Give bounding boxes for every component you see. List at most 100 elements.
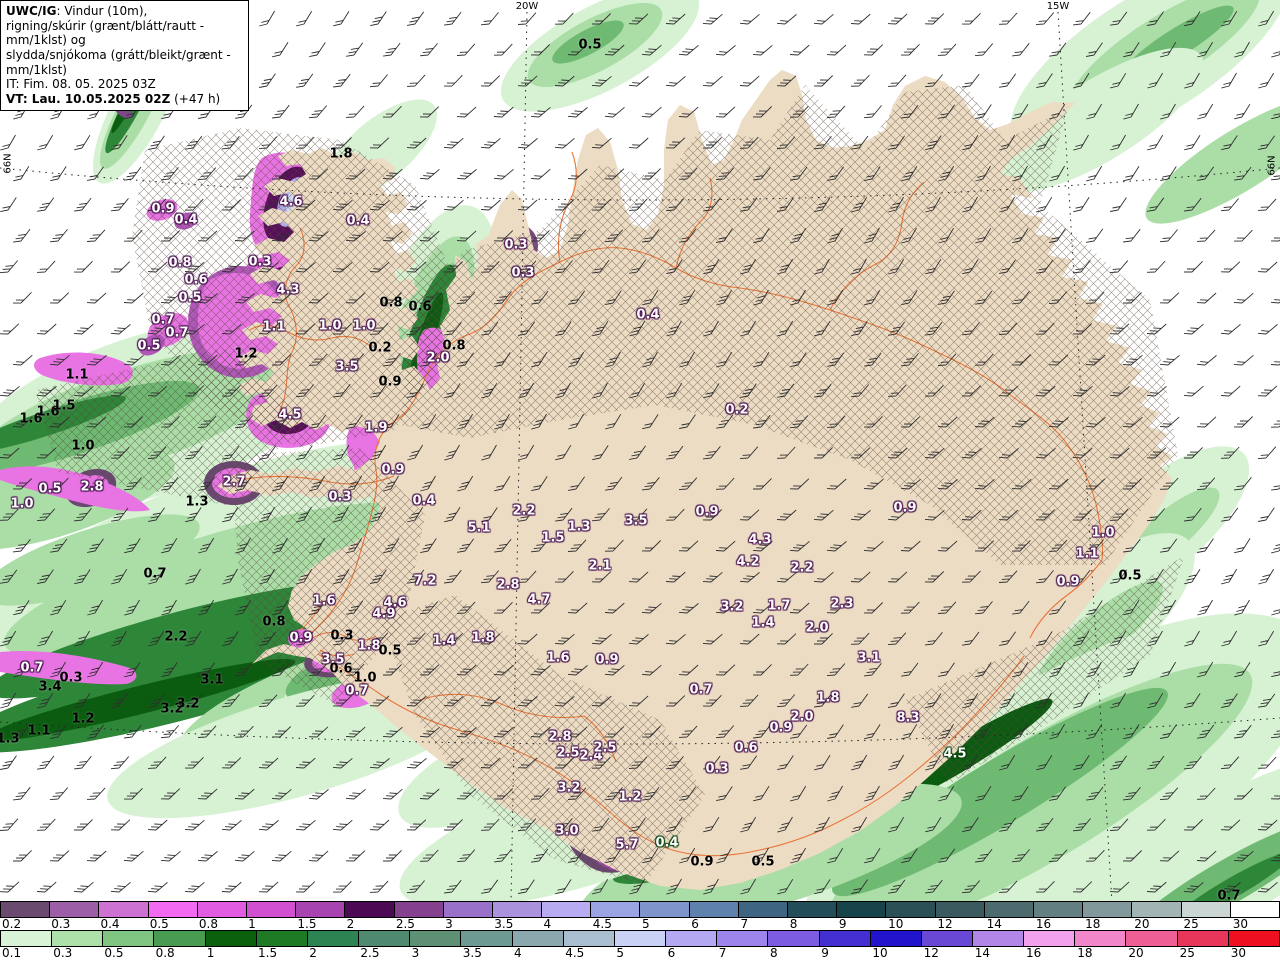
scale-tick-label: 12 bbox=[923, 946, 939, 960]
scale-block bbox=[153, 931, 205, 946]
scale-block bbox=[1229, 902, 1280, 917]
scale-block bbox=[442, 902, 492, 917]
scale-block bbox=[511, 931, 563, 946]
iceland-weather-map bbox=[0, 0, 1280, 905]
scale-tick-label: 1 bbox=[206, 946, 215, 960]
scale-block bbox=[1131, 902, 1181, 917]
wind-barbs-layer bbox=[0, 10, 1280, 895]
scale-block bbox=[1125, 931, 1177, 946]
scale-tick-label: 2 bbox=[346, 917, 355, 931]
scale-block bbox=[541, 902, 591, 917]
scale-tick-label: 2.5 bbox=[360, 946, 380, 960]
legend-line-1: UWC/IG: Vindur (10m), bbox=[6, 4, 148, 18]
legend-line-4: IT: Fim. 08. 05. 2025 03Z bbox=[6, 77, 156, 92]
scale-tick-label: 14 bbox=[986, 917, 1002, 931]
scale-tick-label: 3 bbox=[411, 946, 420, 960]
scale-block bbox=[836, 902, 886, 917]
parallel-label-66n-left: 66N bbox=[2, 153, 14, 174]
parallel-64n bbox=[0, 717, 1280, 745]
scale-block bbox=[1074, 931, 1126, 946]
scale-block bbox=[51, 931, 103, 946]
scale-block bbox=[1227, 931, 1280, 946]
scale-tick-label: 0.3 bbox=[53, 946, 73, 960]
scale-block bbox=[934, 902, 984, 917]
meridian-label-15w: 15W bbox=[1046, 1, 1070, 12]
scale-block bbox=[0, 902, 50, 917]
scale-tick-label: 20 bbox=[1134, 917, 1150, 931]
model-name: UWC/IG bbox=[6, 4, 57, 18]
scale-block bbox=[639, 902, 689, 917]
scale-block bbox=[0, 931, 52, 946]
scale-tick-label: 30 bbox=[1230, 946, 1247, 960]
scale-tick-label: 5 bbox=[642, 917, 650, 931]
scale-tick-label: 1.5 bbox=[297, 917, 317, 931]
scale-tick-label: 6 bbox=[691, 917, 699, 931]
scale-tick-label: 3.5 bbox=[494, 917, 514, 931]
scale-block bbox=[1023, 931, 1075, 946]
scale-block bbox=[716, 931, 768, 946]
scale-block bbox=[1082, 902, 1132, 917]
scale-block bbox=[688, 902, 738, 917]
scale-block bbox=[613, 931, 666, 946]
scale-tick-label: 0.3 bbox=[51, 917, 71, 931]
scale-block bbox=[147, 902, 197, 917]
scale-block bbox=[983, 902, 1033, 917]
rain-scale-labels: 0.1 0.3 0.5 0.8 1 1.5 2 2.5 3 3.5 4 4.5 5 6 7 8 9 10 12 14 1… bbox=[0, 946, 1280, 960]
scale-tick-label: 5 bbox=[616, 946, 625, 960]
scale-tick-label: 1 bbox=[248, 917, 256, 931]
scale-tick-label: 20 bbox=[1128, 946, 1144, 960]
color-scale-bars: 0.2 0.3 0.4 0.5 0.8 1 1.5 2 2.5 3 3.5 4 4.5 5 6 7 8 9 10 12… bbox=[0, 901, 1280, 960]
scale-block bbox=[245, 902, 296, 917]
scale-tick-label: 16 bbox=[1035, 917, 1052, 931]
scale-block bbox=[98, 902, 148, 917]
scale-block bbox=[971, 931, 1024, 946]
scale-block bbox=[818, 931, 870, 946]
scale-block bbox=[358, 931, 410, 946]
scale-tick-label: 4.5 bbox=[592, 917, 612, 931]
hatch-layer bbox=[35, 85, 1185, 885]
scale-tick-label: 0.5 bbox=[149, 917, 169, 931]
rain-scale-bar bbox=[0, 930, 1280, 947]
scale-tick-label: 7 bbox=[718, 946, 727, 960]
scale-tick-label: 25 bbox=[1179, 946, 1195, 960]
scale-tick-label: 2.5 bbox=[395, 917, 415, 931]
scale-block bbox=[102, 931, 154, 946]
scale-block bbox=[1032, 902, 1083, 917]
scale-tick-label: 30 bbox=[1232, 917, 1249, 931]
scale-tick-label: 10 bbox=[888, 917, 904, 931]
scale-block bbox=[460, 931, 512, 946]
scale-tick-label: 25 bbox=[1183, 917, 1199, 931]
graticule-layer bbox=[0, 11, 1280, 904]
scale-tick-label: 4.5 bbox=[565, 946, 585, 960]
scale-tick-label: 2 bbox=[309, 946, 317, 960]
legend-box: UWC/IG: Vindur (10m), rigning/skúrir (gr… bbox=[0, 0, 249, 112]
scale-block bbox=[409, 931, 461, 946]
parallel-label-66n-right: 66N bbox=[1266, 155, 1278, 176]
scale-tick-label: 8 bbox=[770, 946, 778, 960]
snow-sleet-scale-bar bbox=[0, 901, 1280, 918]
scale-tick-label: 7 bbox=[740, 917, 749, 931]
legend-line-5: VT: Lau. 10.05.2025 02Z (+47 h) bbox=[6, 91, 221, 106]
scale-tick-label: 12 bbox=[937, 917, 953, 931]
meridian-label-20w: 20W bbox=[515, 1, 539, 12]
scale-block bbox=[491, 902, 542, 917]
scale-block bbox=[344, 902, 394, 917]
scale-block bbox=[204, 931, 256, 946]
scale-block bbox=[562, 931, 614, 946]
scale-tick-label: 0.1 bbox=[2, 946, 22, 960]
scale-tick-label: 0.5 bbox=[104, 946, 124, 960]
scale-tick-label: 18 bbox=[1077, 946, 1093, 960]
scale-tick-label: 9 bbox=[821, 946, 829, 960]
scale-tick-label: 3.5 bbox=[462, 946, 482, 960]
scale-tick-label: 10 bbox=[872, 946, 888, 960]
scale-tick-label: 0.8 bbox=[155, 946, 175, 960]
scale-tick-label: 6 bbox=[667, 946, 676, 960]
scale-block bbox=[869, 931, 921, 946]
scale-block bbox=[1176, 931, 1228, 946]
snow-sleet-scale-labels: 0.2 0.3 0.4 0.5 0.8 1 1.5 2 2.5 3 3.5 4 4.5 5 6 7 8 9 10 12… bbox=[0, 917, 1280, 931]
scale-block bbox=[1180, 902, 1230, 917]
scale-block bbox=[196, 902, 246, 917]
scale-tick-label: 14 bbox=[974, 946, 991, 960]
valid-time: VT: Lau. 10.05.2025 02Z bbox=[6, 91, 171, 106]
scale-block bbox=[590, 902, 640, 917]
